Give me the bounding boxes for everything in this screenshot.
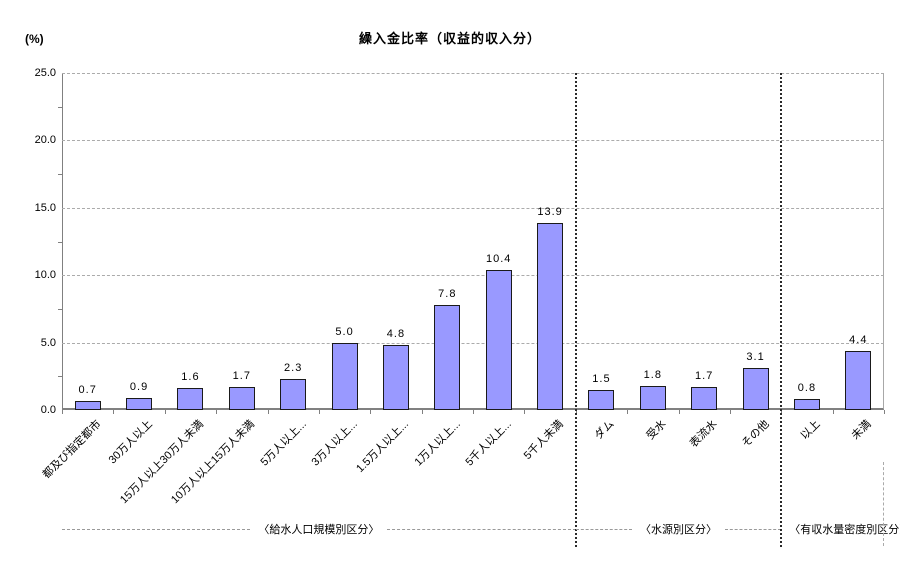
group-caption-row: 〈給水人口規模別区分〉 xyxy=(62,521,576,537)
group-caption-row: 〈水源別区分〉 xyxy=(575,521,782,537)
x-axis-category-label: 5千人未満 xyxy=(521,418,566,463)
y-gridline xyxy=(62,207,884,209)
bar-2 xyxy=(177,388,204,410)
y-axis-tick-label: 0.0 xyxy=(40,404,56,416)
bar-7 xyxy=(434,304,461,410)
x-axis-category-label: ダム xyxy=(593,418,618,443)
bar-3 xyxy=(228,387,255,410)
bar-value-label: 1.5 xyxy=(592,372,611,385)
y-axis-tick-label: 20.0 xyxy=(34,134,56,147)
bar-value-label: 3.1 xyxy=(746,351,765,364)
group-leader-line xyxy=(62,528,251,530)
y-gridline xyxy=(62,73,884,74)
bar-value-label: 1.6 xyxy=(181,371,200,384)
x-axis-category-label: 表流水 xyxy=(687,418,720,450)
x-axis-tick xyxy=(729,410,731,414)
bar-9 xyxy=(537,222,564,410)
bar-value-label: 5.0 xyxy=(335,325,354,338)
bar-14 xyxy=(793,399,820,410)
bar-6 xyxy=(382,345,409,410)
group-caption-row: 〈有収水量密度別区分〉 xyxy=(781,521,900,537)
bar-value-label: 4.4 xyxy=(849,333,868,346)
group-label: 〈水源別区分〉 xyxy=(640,524,717,536)
y-axis-tick-label: 10.0 xyxy=(34,269,56,282)
bar-value-label: 0.7 xyxy=(78,383,97,396)
x-axis-category-label: 未満 xyxy=(849,418,874,443)
x-axis-tick xyxy=(318,410,320,414)
y-axis-tick-label: 25.0 xyxy=(34,67,56,79)
x-axis-category-label: 3万人以上... xyxy=(309,418,361,469)
x-axis-tick xyxy=(164,410,166,414)
x-axis-category-label: 5万人以上... xyxy=(258,418,309,469)
x-axis-tick xyxy=(267,410,269,414)
bar-value-label: 0.9 xyxy=(129,380,149,393)
y-axis-minor-tick xyxy=(58,241,62,243)
bar-11 xyxy=(639,385,666,410)
y-gridline xyxy=(62,342,884,344)
bar-value-label: 1.7 xyxy=(695,370,714,383)
y-gridline xyxy=(62,140,884,142)
y-axis-tick-label: 5.0 xyxy=(40,336,56,349)
bar-value-label: 1.7 xyxy=(232,370,251,383)
bar-value-label: 2.3 xyxy=(284,361,303,374)
bar-5 xyxy=(331,342,358,410)
bar-1 xyxy=(126,397,153,410)
y-axis-minor-tick xyxy=(58,308,62,310)
x-axis-tick xyxy=(370,410,372,414)
group-separator xyxy=(574,73,577,547)
y-axis-minor-tick xyxy=(58,106,62,108)
x-axis-category-label: その他 xyxy=(739,418,772,450)
x-axis-category-label: 1.5万人以上... xyxy=(354,418,412,476)
bar-value-label: 10.4 xyxy=(485,252,512,265)
bar-4 xyxy=(280,378,307,410)
x-axis-tick xyxy=(216,410,218,414)
group-label: 〈給水人口規模別区分〉 xyxy=(258,524,380,536)
x-axis-tick xyxy=(832,410,834,414)
y-gridline xyxy=(62,275,884,277)
y-axis-unit-label: (%) xyxy=(25,32,44,46)
chart-title: 繰入金比率（収益的収入分） xyxy=(358,31,541,46)
x-axis-category-label: 受水 xyxy=(644,418,669,443)
plot-area xyxy=(62,73,884,410)
bar-13 xyxy=(742,368,769,410)
y-axis-minor-tick xyxy=(58,174,62,176)
x-axis-category-label: 5千人以上... xyxy=(463,418,515,469)
y-axis-minor-tick xyxy=(58,376,62,378)
x-axis-tick xyxy=(473,410,474,414)
group-leader-line xyxy=(575,528,632,530)
x-axis-tick xyxy=(113,410,115,414)
x-axis-category-label: 以上 xyxy=(798,418,823,443)
bar-8 xyxy=(485,269,512,410)
group-leader-line xyxy=(387,528,576,530)
bar-value-label: 1.8 xyxy=(643,368,662,381)
y-axis-tick-label: 15.0 xyxy=(34,201,56,214)
bar-0 xyxy=(74,400,101,410)
x-axis-tick xyxy=(421,410,423,414)
x-axis-tick xyxy=(627,410,629,414)
x-axis-tick xyxy=(62,410,63,414)
x-axis-category-label: 1万人以上... xyxy=(412,418,463,469)
right-edge-dash xyxy=(883,462,884,546)
x-axis-tick xyxy=(678,410,680,414)
x-axis-tick xyxy=(884,410,885,414)
bar-value-label: 13.9 xyxy=(537,205,563,218)
bar-value-label: 7.8 xyxy=(438,287,457,300)
x-axis-category-label: 30万人以上 xyxy=(106,418,155,467)
bar-15 xyxy=(845,350,872,410)
bar-12 xyxy=(691,387,718,410)
group-separator xyxy=(780,73,783,547)
group-leader-line xyxy=(725,528,782,530)
bar-value-label: 4.8 xyxy=(386,328,406,341)
x-axis-tick xyxy=(524,410,526,414)
x-axis-category-label: 都及び指定都市 xyxy=(40,418,104,482)
bar-10 xyxy=(588,389,615,410)
bar-value-label: 0.8 xyxy=(797,382,817,395)
group-label: 〈有収水量密度別区分〉 xyxy=(789,524,900,536)
